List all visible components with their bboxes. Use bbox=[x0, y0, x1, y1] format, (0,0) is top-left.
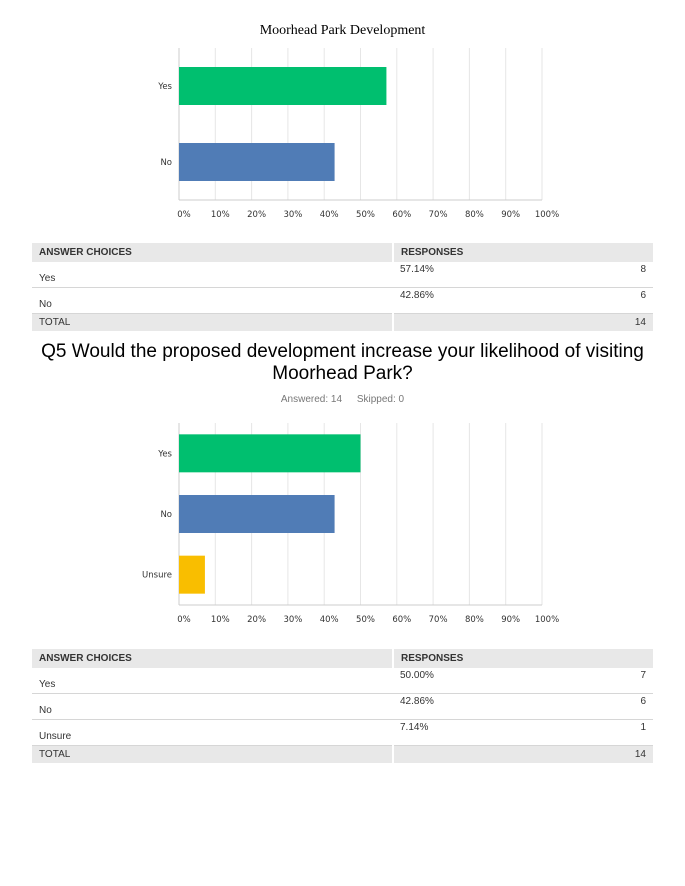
total-count: 14 bbox=[393, 745, 653, 763]
question-title: Q5 Would the proposed development increa… bbox=[41, 341, 644, 384]
table-row: Unsure 7.14% 1 bbox=[32, 719, 653, 746]
total-count: 14 bbox=[393, 313, 653, 331]
total-label: TOTAL bbox=[32, 313, 394, 331]
total-row: TOTAL 14 bbox=[32, 745, 653, 763]
q5-response-table: ANSWER CHOICES RESPONSES Yes 50.00% 7 No… bbox=[32, 649, 653, 763]
answer-choices-header: ANSWER CHOICES bbox=[32, 243, 394, 262]
table-header-row: ANSWER CHOICES RESPONSES bbox=[32, 649, 653, 668]
category-label: No bbox=[160, 158, 172, 168]
responses-header: RESPONSES bbox=[393, 243, 653, 262]
response-percent: 42.86% bbox=[400, 696, 434, 707]
page-title: Moorhead Park Development bbox=[259, 23, 426, 38]
tick-label: 70% bbox=[429, 615, 448, 625]
bar-unsure bbox=[179, 555, 205, 594]
response-percent: 7.14% bbox=[400, 722, 429, 733]
bar-yes bbox=[179, 434, 361, 473]
q5-bar-chart: 0% 10% 20% 30% 40% 50% 60% 70% 80% 90% 100% Yes No Un… bbox=[142, 423, 559, 625]
bar-no bbox=[179, 495, 335, 533]
tick-label: 70% bbox=[429, 210, 448, 220]
responses-header: RESPONSES bbox=[393, 649, 653, 668]
response-cell: 7.14% 1 bbox=[393, 719, 653, 746]
skipped-count: Skipped: 0 bbox=[356, 394, 405, 405]
tick-label: 30% bbox=[283, 210, 302, 220]
category-label: Yes bbox=[157, 82, 172, 92]
q4-response-table: ANSWER CHOICES RESPONSES Yes 57.14% 8 No… bbox=[32, 243, 653, 331]
response-percent: 57.14% bbox=[400, 264, 434, 275]
question-stats: Answered: 14 Skipped: 0 bbox=[0, 394, 685, 405]
response-count: 6 bbox=[640, 290, 646, 301]
response-count: 8 bbox=[640, 264, 646, 275]
tick-label: 90% bbox=[501, 210, 520, 220]
table-row: No 42.86% 6 bbox=[32, 287, 653, 314]
response-cell: 57.14% 8 bbox=[393, 262, 653, 288]
choice-cell: Yes bbox=[32, 262, 393, 288]
tick-label: 80% bbox=[465, 210, 484, 220]
tick-label: 100% bbox=[535, 210, 559, 220]
answered-count: Answered: 14 bbox=[280, 394, 343, 405]
answer-choices-header: ANSWER CHOICES bbox=[32, 649, 394, 668]
response-cell: 50.00% 7 bbox=[393, 668, 653, 694]
category-label: Yes bbox=[157, 449, 172, 459]
tick-label: 60% bbox=[392, 210, 411, 220]
response-cell: 42.86% 6 bbox=[393, 693, 653, 720]
tick-label: 20% bbox=[247, 210, 266, 220]
response-count: 6 bbox=[640, 696, 646, 707]
tick-label: 80% bbox=[465, 615, 484, 625]
table-row: Yes 57.14% 8 bbox=[32, 262, 653, 288]
choice-cell: Yes bbox=[32, 668, 393, 694]
response-percent: 42.86% bbox=[400, 290, 434, 301]
tick-label: 10% bbox=[211, 210, 230, 220]
response-cell: 42.86% 6 bbox=[393, 287, 653, 314]
table-row: Yes 50.00% 7 bbox=[32, 668, 653, 694]
tick-label: 100% bbox=[535, 615, 559, 625]
tick-label: 90% bbox=[501, 615, 520, 625]
tick-label: 30% bbox=[283, 615, 302, 625]
tick-label: 20% bbox=[247, 615, 266, 625]
bar-yes bbox=[179, 67, 387, 105]
table-header-row: ANSWER CHOICES RESPONSES bbox=[32, 243, 653, 262]
q4-bar-chart: 0% 10% 20% 30% 40% 50% 60% 70% 80% 90% 100% Yes No bbox=[157, 48, 559, 220]
total-row: TOTAL 14 bbox=[32, 313, 653, 331]
tick-label: 60% bbox=[392, 615, 411, 625]
tick-label: 10% bbox=[211, 615, 230, 625]
choice-cell: No bbox=[32, 693, 393, 720]
category-label: Unsure bbox=[142, 571, 172, 581]
q5-chart: 0% 10% 20% 30% 40% 50% 60% 70% 80% 90% 100% Yes No Un… bbox=[0, 418, 685, 630]
total-label: TOTAL bbox=[32, 745, 394, 763]
tick-label: 50% bbox=[356, 210, 375, 220]
choice-cell: Unsure bbox=[32, 719, 393, 746]
response-count: 7 bbox=[640, 670, 646, 681]
q4-chart: 0% 10% 20% 30% 40% 50% 60% 70% 80% 90% 100% Yes No bbox=[0, 40, 685, 225]
category-label: No bbox=[160, 510, 172, 520]
table-row: No 42.86% 6 bbox=[32, 693, 653, 720]
bar-no bbox=[179, 143, 335, 181]
tick-label: 0% bbox=[177, 615, 191, 625]
choice-cell: No bbox=[32, 287, 393, 314]
tick-label: 0% bbox=[177, 210, 191, 220]
response-percent: 50.00% bbox=[400, 670, 434, 681]
tick-label: 40% bbox=[320, 210, 339, 220]
tick-label: 50% bbox=[356, 615, 375, 625]
response-count: 1 bbox=[640, 722, 646, 733]
tick-label: 40% bbox=[320, 615, 339, 625]
